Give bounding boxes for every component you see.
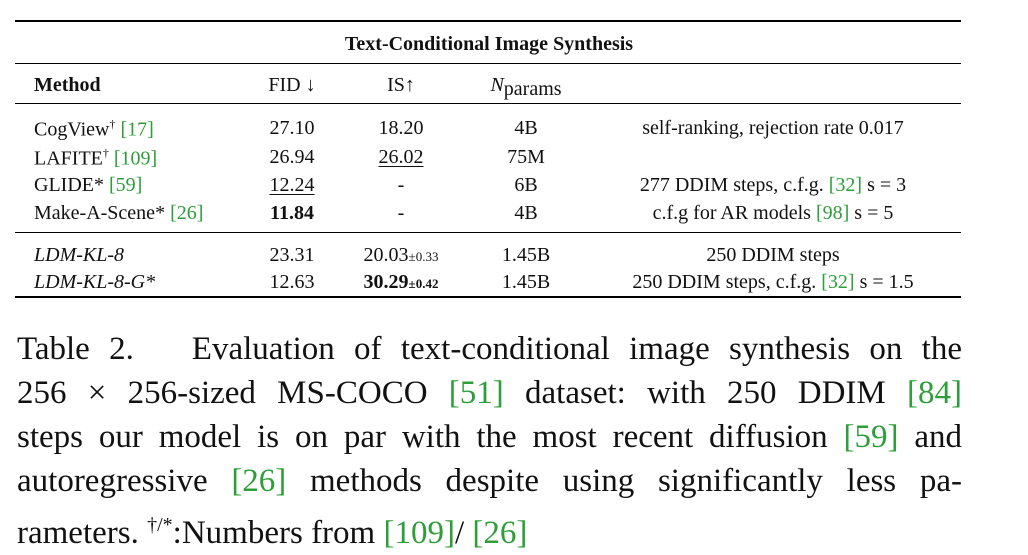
params-value: 4B <box>514 117 538 139</box>
table-row: LAFITE† [109] <box>34 146 158 170</box>
notes-value: c.f.g for AR models [98] s = 5 <box>652 202 894 224</box>
fid-value: 11.84 <box>270 202 314 224</box>
table-title: Text-Conditional Image Synthesis <box>344 33 634 55</box>
citation-link[interactable]: [59] <box>843 419 899 455</box>
params-value: 6B <box>514 174 538 196</box>
is-value: 26.02 <box>378 146 424 168</box>
is-value: - <box>397 174 405 196</box>
params-value: 4B <box>514 202 538 224</box>
citation-link[interactable]: [98] <box>815 202 850 224</box>
method-name: LDM-KL-8 <box>34 244 125 266</box>
table-bottom-rule <box>15 296 961 298</box>
table-row: CogView† [17] <box>34 117 154 141</box>
is-value: 30.29±0.42 <box>363 271 439 293</box>
table-row: Make-A-Scene* [26] <box>34 202 204 224</box>
citation-link[interactable]: [26] <box>472 515 528 551</box>
fid-value: 23.31 <box>269 244 315 266</box>
header-nparams: Nparams <box>490 74 562 100</box>
citation-link[interactable]: [26] <box>170 202 204 224</box>
citation-link[interactable]: [109] <box>113 147 158 170</box>
method-name: Make-A-Scene <box>34 202 156 224</box>
table-caption: Table 2. Evaluation of text-conditional … <box>17 331 962 551</box>
citation-link[interactable]: [109] <box>383 515 455 551</box>
fid-value: 26.94 <box>269 146 315 168</box>
notes-value: 250 DDIM steps, c.f.g. [32] s = 1.5 <box>632 271 914 293</box>
citation-link[interactable]: [17] <box>120 118 154 141</box>
citation-link[interactable]: [59] <box>108 174 143 196</box>
table-row: LDM-KL-8-G* <box>34 271 156 293</box>
fid-value: 12.63 <box>269 271 315 293</box>
is-value: 18.20 <box>378 117 424 139</box>
citation-link[interactable]: [32] <box>821 271 855 293</box>
params-value: 1.45B <box>501 244 551 266</box>
table-row: GLIDE* [59] <box>34 174 143 196</box>
fid-value: 12.24 <box>269 174 315 196</box>
table-header-rule <box>15 103 961 104</box>
header-is: IS↑ <box>387 74 415 96</box>
params-value: 1.45B <box>501 271 551 293</box>
table-top-rule <box>15 20 961 22</box>
notes-value: 277 DDIM steps, c.f.g. [32] s = 3 <box>639 174 907 196</box>
is-value: 20.03±0.33 <box>363 244 439 266</box>
is-value: - <box>397 202 405 224</box>
fid-value: 27.10 <box>269 117 315 139</box>
method-name: LDM-KL-8-G <box>34 271 146 293</box>
caption-label: Table 2. <box>17 331 134 367</box>
citation-link[interactable]: [32] <box>828 174 863 196</box>
notes-value: self-ranking, rejection rate 0.017 <box>642 117 904 139</box>
notes-value: 250 DDIM steps <box>706 244 840 266</box>
citation-link[interactable]: [84] <box>907 375 962 411</box>
method-name: GLIDE <box>34 174 94 196</box>
header-fid: FID ↓ <box>268 74 316 96</box>
method-name: CogView <box>34 118 110 141</box>
table-group-rule <box>15 232 961 233</box>
method-name: LAFITE <box>34 147 103 170</box>
header-method: Method <box>34 74 101 96</box>
params-value: 75M <box>507 146 545 168</box>
citation-link[interactable]: [51] <box>448 375 504 411</box>
citation-link[interactable]: [26] <box>231 463 287 499</box>
table-title-rule <box>15 63 961 64</box>
